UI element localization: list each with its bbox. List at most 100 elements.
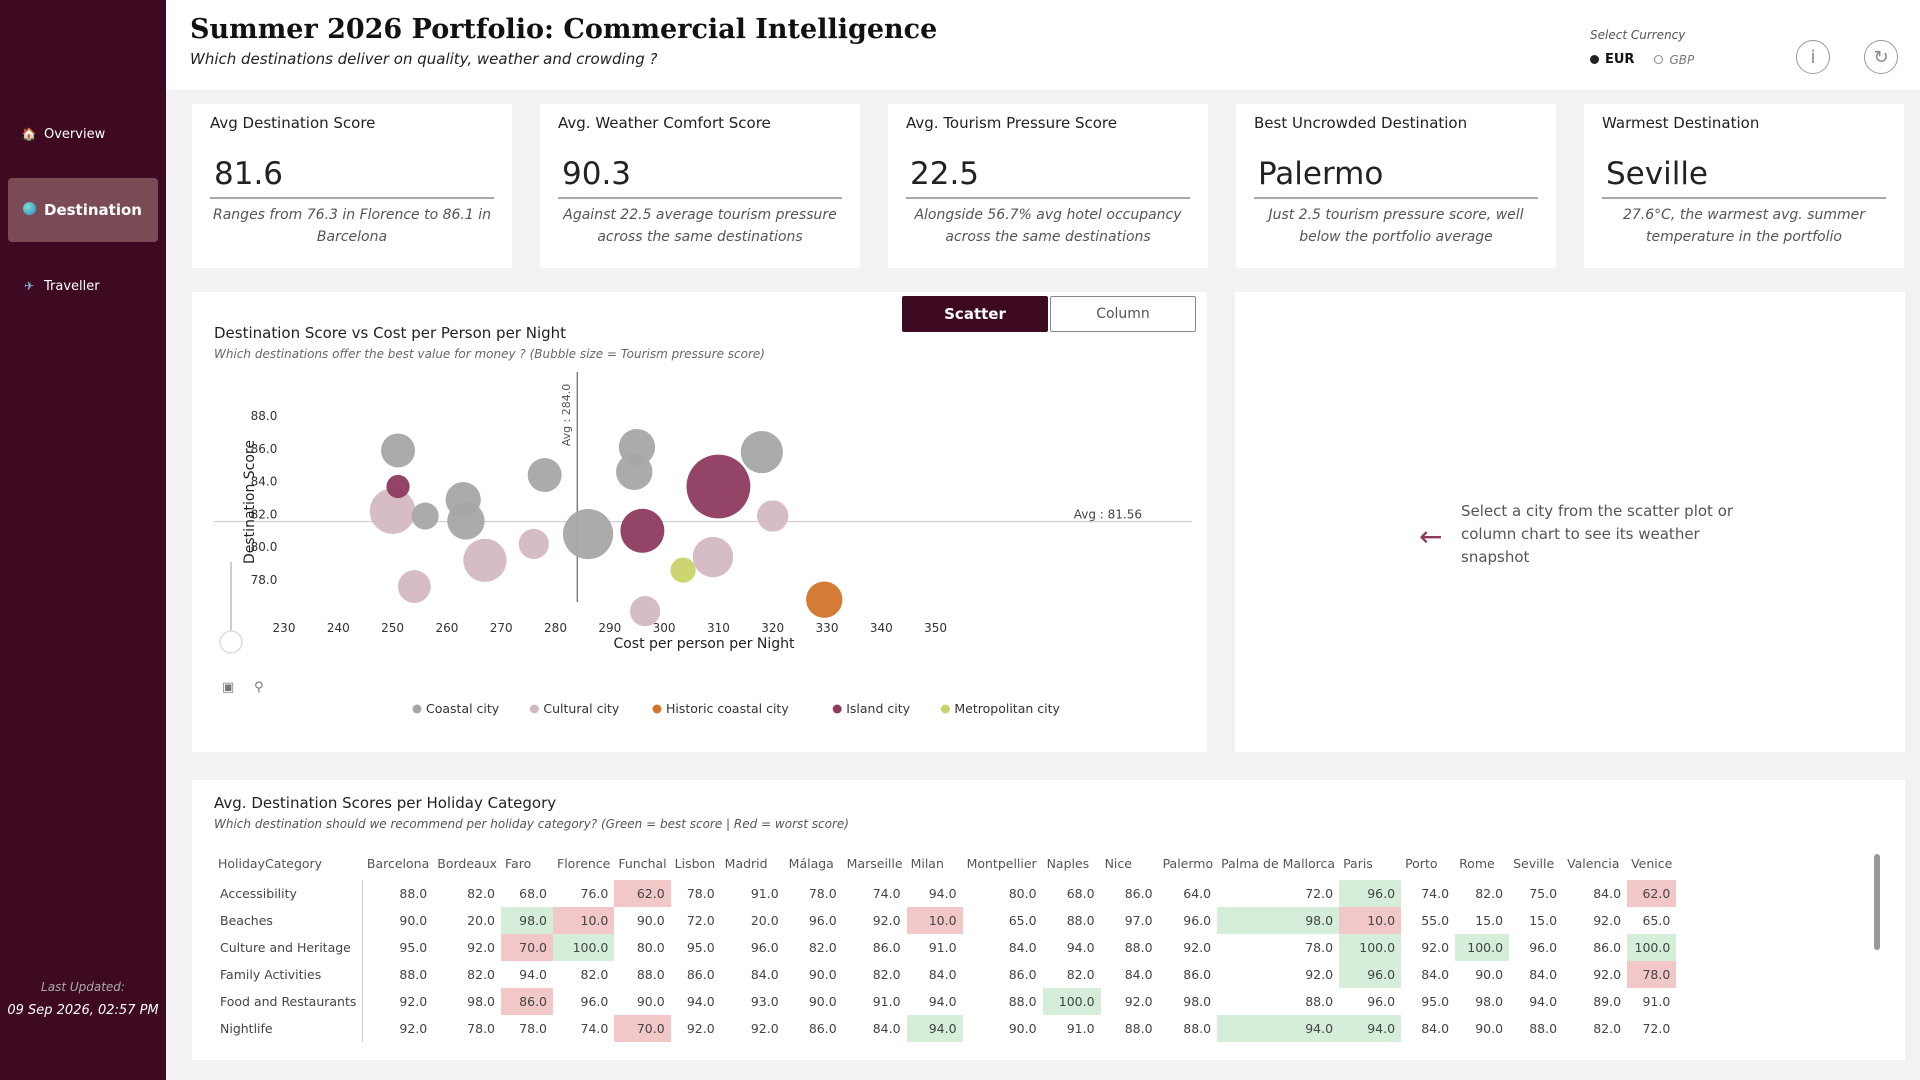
matrix-cell[interactable]: 82.0 xyxy=(1066,967,1095,982)
matrix-cell[interactable]: 72.0 xyxy=(1305,886,1334,901)
matrix-cell[interactable]: 82.0 xyxy=(1593,1021,1622,1036)
matrix-cell[interactable]: 78.0 xyxy=(519,1021,548,1036)
matrix-cell[interactable]: 92.0 xyxy=(1593,967,1622,982)
matrix-cell[interactable]: 94.0 xyxy=(1217,1015,1340,1042)
scatter-point[interactable] xyxy=(806,581,843,618)
nav-overview[interactable]: 🏠 Overview xyxy=(8,102,158,166)
matrix-cell[interactable]: 64.0 xyxy=(1183,886,1212,901)
matrix-cell[interactable]: 88.0 xyxy=(1124,1021,1153,1036)
matrix-cell[interactable]: 10.0 xyxy=(906,907,963,934)
matrix-cell[interactable]: 75.0 xyxy=(1529,886,1558,901)
matrix-cell[interactable]: 84.0 xyxy=(928,967,957,982)
scatter-point[interactable] xyxy=(757,500,789,532)
matrix-cell[interactable]: 92.0 xyxy=(467,940,496,955)
matrix-cell[interactable]: 68.0 xyxy=(519,886,548,901)
matrix-column-header[interactable]: Lisbon xyxy=(674,855,716,871)
scatter-point[interactable] xyxy=(686,454,751,519)
scatter-point[interactable] xyxy=(616,453,653,490)
info-icon[interactable]: i xyxy=(1796,40,1830,74)
scatter-point[interactable] xyxy=(692,536,734,578)
matrix-cell[interactable]: 78.0 xyxy=(808,886,837,901)
matrix-cell[interactable]: 98.0 xyxy=(1217,907,1340,934)
matrix-cell[interactable]: 78.0 xyxy=(1627,961,1677,988)
matrix-cell[interactable]: 92.0 xyxy=(1183,940,1212,955)
matrix-cell[interactable]: 94.0 xyxy=(1066,940,1095,955)
matrix-cell[interactable]: 88.0 xyxy=(399,886,428,901)
matrix-column-header[interactable]: Milan xyxy=(910,855,944,871)
scatter-point[interactable] xyxy=(670,557,696,583)
matrix-cell[interactable]: 74.0 xyxy=(872,886,901,901)
matrix-cell[interactable]: 94.0 xyxy=(928,886,957,901)
nav-destination[interactable]: Destination xyxy=(8,178,158,242)
scatter-plot[interactable]: Avg : 81.56 Avg : 284.0 78.0 80.0 82.0 84.0 86… xyxy=(192,372,1207,752)
matrix-cell[interactable]: 90.0 xyxy=(636,913,665,928)
matrix-cell[interactable]: 96.0 xyxy=(1183,913,1212,928)
matrix-column-header[interactable]: Marseille xyxy=(846,855,903,871)
matrix-cell[interactable]: 95.0 xyxy=(1421,994,1450,1009)
column-toggle-button[interactable]: Column xyxy=(1050,296,1196,332)
matrix-cell[interactable]: 86.0 xyxy=(686,967,715,982)
matrix-cell[interactable]: 98.0 xyxy=(1475,994,1504,1009)
matrix-cell[interactable]: 91.0 xyxy=(1066,1021,1095,1036)
matrix-cell[interactable]: 88.0 xyxy=(1124,940,1153,955)
matrix-cell[interactable]: 15.0 xyxy=(1475,913,1504,928)
currency-option-eur[interactable]: EUR xyxy=(1590,52,1634,67)
matrix-cell[interactable]: 78.0 xyxy=(1305,940,1334,955)
matrix-cell[interactable]: 20.0 xyxy=(750,913,779,928)
matrix-cell[interactable]: 96.0 xyxy=(1367,994,1396,1009)
matrix-cell[interactable]: 88.0 xyxy=(399,967,428,982)
matrix-cell[interactable]: 93.0 xyxy=(750,994,779,1009)
scatter-point[interactable] xyxy=(740,430,783,474)
matrix-cell[interactable]: 84.0 xyxy=(872,1021,901,1036)
matrix-cell[interactable]: 100.0 xyxy=(1627,934,1677,961)
matrix-cell[interactable]: 55.0 xyxy=(1421,913,1450,928)
matrix-cell[interactable]: 90.0 xyxy=(808,967,837,982)
lasso-icon[interactable]: ⚲ xyxy=(254,680,264,695)
matrix-cell[interactable]: 86.0 xyxy=(872,940,901,955)
matrix-cell[interactable]: 92.0 xyxy=(750,1021,779,1036)
matrix-column-header[interactable]: Madrid xyxy=(724,855,768,871)
matrix-column-header[interactable]: Venice xyxy=(1631,855,1673,871)
matrix-cell[interactable]: 65.0 xyxy=(1642,913,1671,928)
matrix-cell[interactable]: 82.0 xyxy=(872,967,901,982)
matrix-cell[interactable]: 94.0 xyxy=(906,1015,963,1042)
matrix-column-header[interactable]: Barcelona xyxy=(366,855,430,871)
matrix-column-header[interactable]: Rome xyxy=(1459,855,1495,871)
matrix-column-header[interactable]: Valencia xyxy=(1567,855,1620,871)
matrix-cell[interactable]: 84.0 xyxy=(1529,967,1558,982)
matrix-cell[interactable]: 74.0 xyxy=(1421,886,1450,901)
matrix-cell[interactable]: 91.0 xyxy=(872,994,901,1009)
matrix-cell[interactable]: 92.0 xyxy=(1305,967,1334,982)
table-scrollbar[interactable] xyxy=(1874,854,1880,950)
matrix-cell[interactable]: 68.0 xyxy=(1066,886,1095,901)
matrix-column-header[interactable]: Porto xyxy=(1405,855,1438,871)
matrix-cell[interactable]: 90.0 xyxy=(1475,1021,1504,1036)
matrix-cell[interactable]: 62.0 xyxy=(1627,880,1677,907)
matrix-cell[interactable]: 94.0 xyxy=(686,994,715,1009)
matrix-cell[interactable]: 100.0 xyxy=(1042,988,1101,1015)
matrix-cell[interactable]: 88.0 xyxy=(1183,1021,1212,1036)
matrix-cell[interactable]: 92.0 xyxy=(872,913,901,928)
matrix-cell[interactable]: 76.0 xyxy=(580,886,609,901)
matrix-column-header[interactable]: Funchal xyxy=(618,855,667,871)
matrix-cell[interactable]: 10.0 xyxy=(553,907,615,934)
scatter-point[interactable] xyxy=(629,596,661,627)
matrix-cell[interactable]: 91.0 xyxy=(928,940,957,955)
matrix-cell[interactable]: 84.0 xyxy=(1008,940,1037,955)
matrix-column-header[interactable]: Palma de Mallorca xyxy=(1221,855,1336,871)
scatter-point[interactable] xyxy=(386,474,410,499)
matrix-cell[interactable]: 10.0 xyxy=(1339,907,1402,934)
matrix-cell[interactable]: 92.0 xyxy=(1593,913,1622,928)
matrix-cell[interactable]: 92.0 xyxy=(399,1021,428,1036)
matrix-cell[interactable]: 96.0 xyxy=(1339,961,1402,988)
matrix-cell[interactable]: 88.0 xyxy=(1305,994,1334,1009)
matrix-cell[interactable]: 70.0 xyxy=(614,1015,671,1042)
nav-traveller[interactable]: ✈ Traveller xyxy=(8,254,158,318)
matrix-cell[interactable]: 90.0 xyxy=(1475,967,1504,982)
matrix-cell[interactable]: 98.0 xyxy=(467,994,496,1009)
matrix-cell[interactable]: 88.0 xyxy=(1008,994,1037,1009)
matrix-column-header[interactable]: Bordeaux xyxy=(437,855,498,871)
matrix-cell[interactable]: 88.0 xyxy=(1066,913,1095,928)
matrix-cell[interactable]: 86.0 xyxy=(1593,940,1622,955)
matrix-cell[interactable]: 80.0 xyxy=(1008,886,1037,901)
